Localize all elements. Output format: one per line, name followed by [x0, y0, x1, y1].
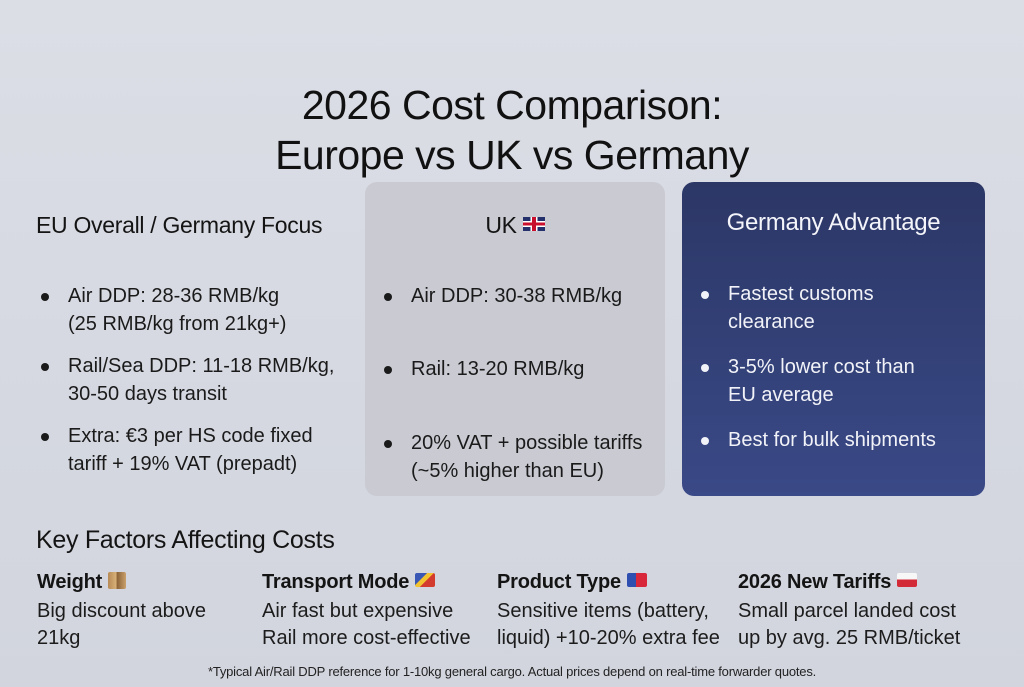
- germany-panel-heading: Germany Advantage: [726, 209, 941, 236]
- uk-panel: UK Air DDP: 30-38 RMB/kg Rail: 13-20 RMB…: [365, 182, 665, 496]
- uk-bullet-rail: Rail: 13-20 RMB/kg: [379, 355, 642, 383]
- factor-new-tariffs: 2026 New Tariffs Small parcel landed cos…: [738, 571, 961, 649]
- eu-overview-panel: EU Overall / Germany Focus Air DDP: 28-3…: [24, 182, 364, 496]
- eu-bullet-air: Air DDP: 28-36 RMB/kg (25 RMB/kg from 21…: [36, 282, 334, 338]
- package-icon: [108, 572, 127, 589]
- germany-bullet-bulk: Best for bulk shipments: [696, 426, 936, 454]
- uk-bullet-air: Air DDP: 30-38 RMB/kg: [379, 282, 642, 310]
- eu-panel-heading: EU Overall / Germany Focus: [36, 212, 323, 238]
- germany-advantage-panel: Germany Advantage Fastest customs cleara…: [682, 182, 985, 496]
- flag-emoji-icon: [415, 573, 436, 587]
- flag-emoji-icon: [626, 573, 647, 587]
- factor-transport-mode: Transport Mode Air fast but expensive Ra…: [262, 571, 471, 649]
- germany-bullet-list: Fastest customs clearance 3-5% lower cos…: [696, 280, 936, 471]
- title-line-1: 2026 Cost Comparison:: [301, 82, 723, 128]
- footnote: *Typical Air/Rail DDP reference for 1-10…: [207, 664, 817, 679]
- page-title: 2026 Cost Comparison: Europe vs UK vs Ge…: [0, 80, 1024, 180]
- factor-weight: Weight Big discount above 21kg: [37, 571, 207, 649]
- factor-product-type: Product Type Sensitive items (battery, l…: [497, 571, 720, 649]
- uk-flag-icon: [522, 217, 545, 231]
- germany-bullet-cost: 3-5% lower cost than EU average: [696, 353, 936, 409]
- germany-bullet-customs: Fastest customs clearance: [696, 280, 936, 336]
- flag-emoji-icon: [897, 573, 918, 587]
- title-line-2: Europe vs UK vs Germany: [275, 132, 749, 178]
- uk-bullet-list: Air DDP: 30-38 RMB/kg Rail: 13-20 RMB/kg…: [379, 282, 642, 485]
- uk-bullet-vat: 20% VAT + possible tariffs (~5% higher t…: [379, 429, 642, 485]
- eu-bullet-extra: Extra: €3 per HS code fixed tariff + 19%…: [36, 422, 334, 478]
- key-factors-heading: Key Factors Affecting Costs: [36, 526, 335, 554]
- eu-bullet-list: Air DDP: 28-36 RMB/kg (25 RMB/kg from 21…: [36, 282, 334, 492]
- eu-bullet-rail-sea: Rail/Sea DDP: 11-18 RMB/kg, 30-50 days t…: [36, 352, 334, 408]
- uk-panel-heading: UK: [365, 210, 665, 240]
